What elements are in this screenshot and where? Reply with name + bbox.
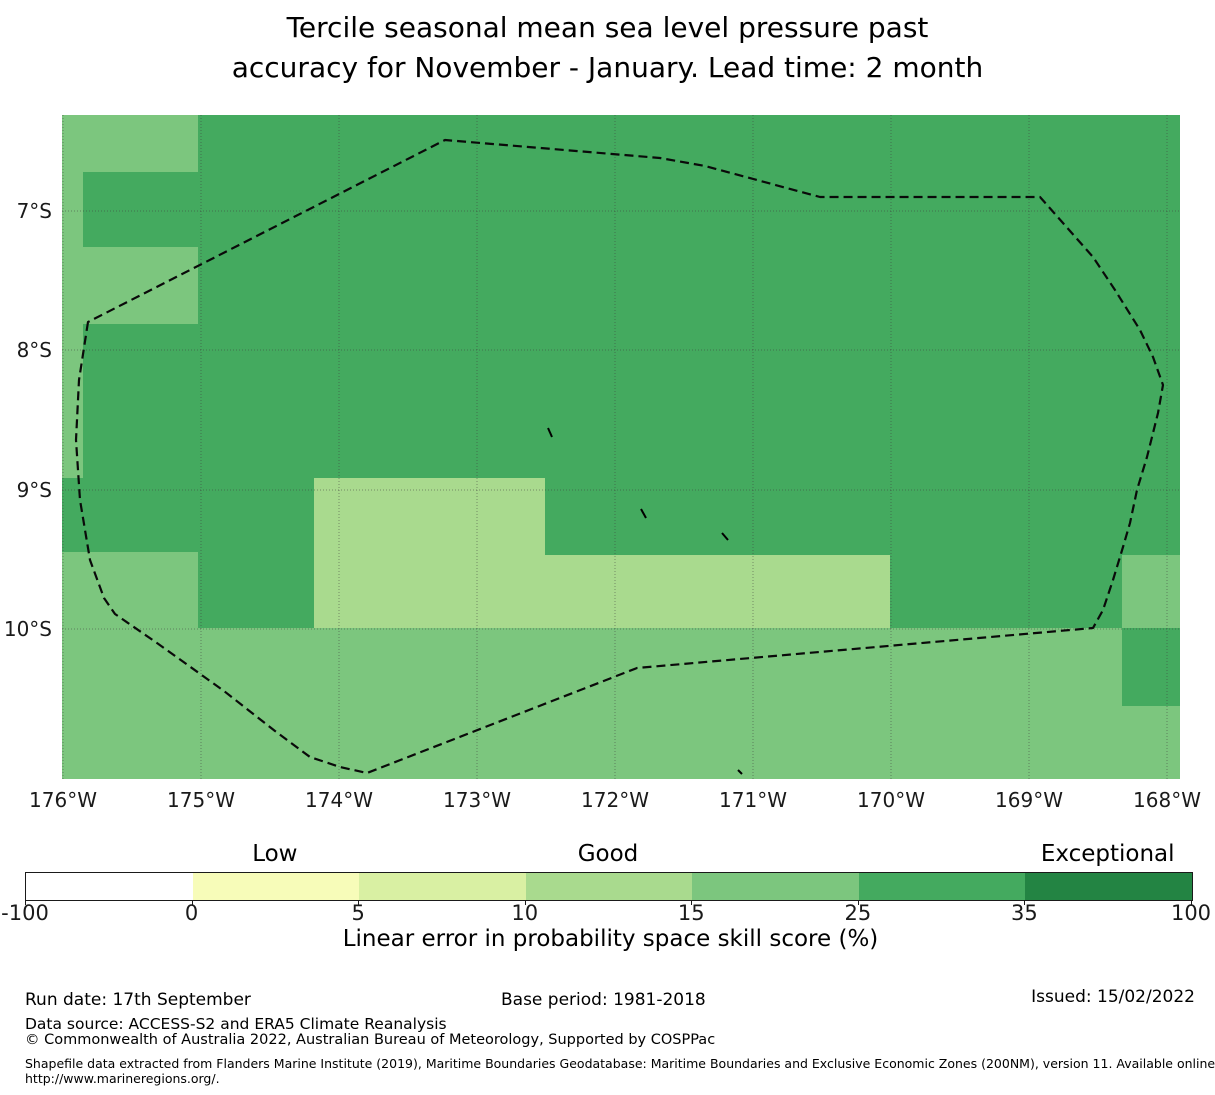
colorbar-segment bbox=[26, 873, 193, 900]
x-axis-tick-label: 169°W bbox=[995, 788, 1063, 812]
chart-title-line1: Tercile seasonal mean sea level pressure… bbox=[286, 11, 929, 44]
y-axis-tick-label: 9°S bbox=[16, 478, 52, 502]
island-mark bbox=[547, 427, 553, 438]
colorbar-caption: Linear error in probability space skill … bbox=[342, 926, 879, 952]
y-axis-tick-label: 7°S bbox=[16, 199, 52, 223]
map-cell bbox=[83, 247, 198, 324]
colorbar-tick-label: 0 bbox=[184, 901, 199, 925]
colorbar-tick bbox=[691, 900, 693, 905]
island-mark bbox=[640, 508, 647, 519]
colorbar-tick bbox=[25, 900, 26, 905]
map-cell bbox=[1122, 555, 1180, 628]
colorbar-tick-label: 25 bbox=[844, 901, 872, 925]
colorbar-tick-label: 15 bbox=[677, 901, 705, 925]
colorbar-segment bbox=[858, 873, 1026, 900]
map-cell bbox=[62, 552, 198, 779]
x-axis-tick-label: 175°W bbox=[167, 788, 235, 812]
colorbar-category-label: Low bbox=[252, 841, 298, 867]
x-axis-tick-label: 174°W bbox=[305, 788, 373, 812]
x-axis-tick-label: 170°W bbox=[857, 788, 925, 812]
x-axis-tick-label: 172°W bbox=[581, 788, 649, 812]
x-axis-tick-label: 168°W bbox=[1133, 788, 1201, 812]
shapefile-attribution-line1: Shapefile data extracted from Flanders M… bbox=[25, 1056, 1215, 1071]
y-axis-tick-label: 8°S bbox=[16, 338, 52, 362]
map-cell bbox=[545, 555, 890, 628]
colorbar-tick-label: 5 bbox=[351, 901, 365, 925]
island-mark bbox=[737, 769, 743, 775]
colorbar-segment bbox=[525, 873, 693, 900]
chart-title: Tercile seasonal mean sea level pressure… bbox=[0, 8, 1215, 88]
colorbar-tick-label: 35 bbox=[1011, 901, 1038, 925]
data-source-text: Data source: ACCESS-S2 and ERA5 Climate … bbox=[25, 1015, 447, 1033]
colorbar-tick bbox=[1191, 900, 1192, 905]
colorbar-tick bbox=[857, 900, 859, 905]
y-axis-tick-label: 10°S bbox=[3, 617, 52, 641]
colorbar-category-label: Exceptional bbox=[1040, 841, 1175, 867]
base-period-text: Base period: 1981-2018 bbox=[501, 990, 706, 1010]
map-cell bbox=[62, 115, 198, 172]
x-axis-tick-label: 176°W bbox=[29, 788, 97, 812]
colorbar-tick-label: 100 bbox=[1170, 901, 1212, 925]
map-cell bbox=[62, 172, 83, 478]
colorbar bbox=[25, 872, 1193, 901]
map-plot bbox=[62, 115, 1180, 779]
colorbar-tick bbox=[524, 900, 526, 905]
map-cell bbox=[198, 628, 1122, 779]
colorbar-segment bbox=[359, 873, 526, 900]
colorbar-tick-label: -100 bbox=[1, 901, 49, 925]
shapefile-attribution-line2: http://www.marineregions.org/. bbox=[25, 1071, 220, 1086]
colorbar-segment bbox=[192, 873, 360, 900]
colorbar-tick bbox=[191, 900, 193, 905]
eez-boundary-line bbox=[74, 138, 1165, 775]
x-axis-tick-label: 173°W bbox=[443, 788, 511, 812]
map-cell bbox=[1122, 706, 1180, 779]
colorbar-tick bbox=[358, 900, 360, 905]
island-mark bbox=[721, 532, 729, 541]
chart-title-line2: accuracy for November - January. Lead ti… bbox=[231, 51, 984, 84]
x-axis-tick-label: 171°W bbox=[719, 788, 787, 812]
colorbar-tick bbox=[1024, 900, 1026, 905]
map-svg bbox=[62, 115, 1180, 779]
colorbar-tick-label: 10 bbox=[511, 901, 539, 925]
run-date-text: Run date: 17th September bbox=[25, 990, 251, 1010]
colorbar-segment bbox=[692, 873, 859, 900]
map-cell bbox=[314, 478, 545, 628]
copyright-text: © Commonwealth of Australia 2022, Austra… bbox=[25, 1032, 716, 1048]
colorbar-category-label: Good bbox=[577, 841, 639, 867]
colorbar-segment bbox=[1025, 873, 1193, 900]
issued-date-text: Issued: 15/02/2022 bbox=[1031, 987, 1195, 1007]
